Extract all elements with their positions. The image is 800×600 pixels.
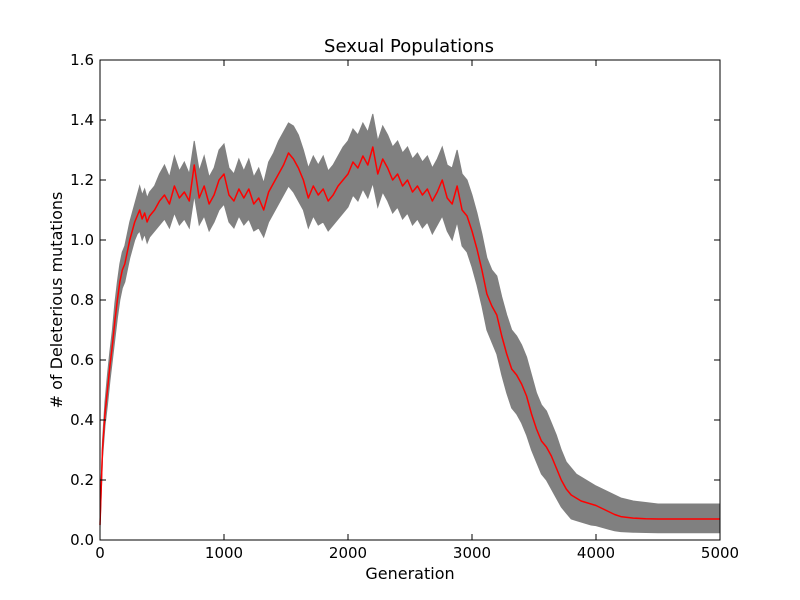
x-tick-label: 4000 <box>577 544 615 562</box>
y-tick-label: 0.0 <box>70 531 94 549</box>
x-tick-label: 0 <box>95 544 105 562</box>
x-tick-label: 3000 <box>453 544 491 562</box>
y-tick-label: 0.4 <box>70 411 94 429</box>
y-tick-label: 1.2 <box>70 171 94 189</box>
plot-area <box>99 113 721 534</box>
x-tick-label: 1000 <box>205 544 243 562</box>
y-tick-label: 1.6 <box>70 51 94 69</box>
x-axis-label: Generation <box>365 564 454 583</box>
mean-line <box>99 146 720 526</box>
y-tick-label: 0.6 <box>70 351 94 369</box>
axis-ticks: 0 1000 2000 3000 4000 5000 0.0 0.2 0.4 0.6 0.8 1.0 1… <box>70 51 739 562</box>
y-tick-label: 1.4 <box>70 111 94 129</box>
chart-title: Sexual Populations <box>324 36 494 57</box>
y-tick-label: 1.0 <box>70 231 94 249</box>
y-tick-label: 0.8 <box>70 291 94 309</box>
x-tick-label: 2000 <box>329 544 367 562</box>
y-axis-label: # of Deleterious mutations <box>47 192 66 409</box>
y-tick-label: 0.2 <box>70 471 94 489</box>
x-tick-label: 5000 <box>701 544 739 562</box>
axes-frame <box>99 59 721 541</box>
